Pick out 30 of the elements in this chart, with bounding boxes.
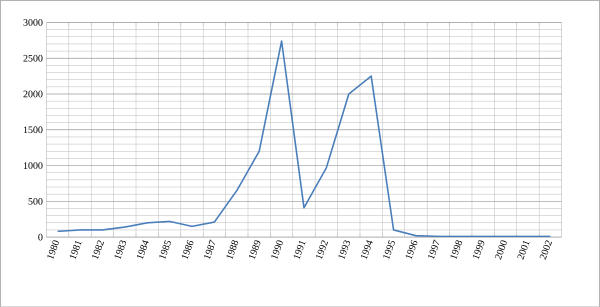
x-tick-label: 1982: [92, 240, 104, 260]
x-tick-label: 1999: [472, 240, 484, 260]
x-tick-label: 1993: [338, 240, 350, 260]
x-tick-label: 1991: [294, 240, 306, 260]
x-tick-label: 2002: [540, 240, 552, 260]
x-tick-label: 1983: [114, 240, 126, 260]
x-tick-label: 1996: [406, 240, 418, 260]
x-tick-label: 1995: [383, 240, 395, 260]
x-tick-label: 1990: [271, 240, 283, 260]
x-tick-label: 2000: [494, 240, 507, 260]
x-tick-label: 1986: [182, 240, 194, 260]
y-tick-label: 1000: [24, 162, 43, 169]
x-tick-label: 2001: [517, 240, 530, 260]
y-tick-label: 2000: [23, 90, 43, 98]
y-tick-label: 2500: [23, 54, 43, 62]
x-tick-label: 1987: [204, 239, 216, 260]
x-tick-label: 1997: [428, 239, 440, 260]
x-tick-label: 1994: [361, 240, 373, 260]
x-tick-label: 1992: [316, 240, 328, 260]
x-tick-label: 1985: [159, 240, 171, 260]
y-tick-label: 1500: [24, 126, 43, 133]
x-tick-label: 1988: [226, 240, 238, 260]
y-tick-label: 500: [28, 198, 43, 204]
y-tick-label: 3000: [24, 18, 43, 26]
y-tick-label: 0: [38, 234, 43, 240]
x-tick-label: 1998: [450, 240, 462, 260]
x-tick-label: 1981: [70, 240, 82, 260]
x-tick-label: 1989: [249, 240, 260, 260]
x-tick-label: 1980: [47, 240, 59, 260]
x-tick-label: 1984: [137, 240, 149, 260]
